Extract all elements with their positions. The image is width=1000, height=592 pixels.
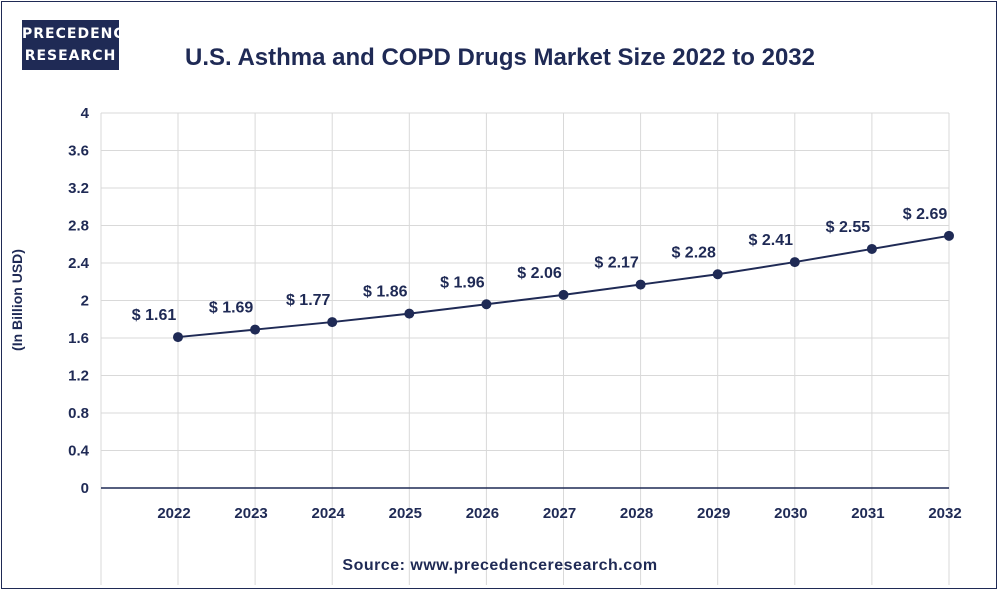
x-tick-label: 2029 — [697, 505, 730, 522]
data-point — [789, 257, 800, 268]
brand-logo: PRECEDENCE RESEARCH — [22, 20, 136, 70]
x-tick-label: 2027 — [543, 505, 576, 522]
y-tick-label: 2 — [81, 293, 89, 310]
x-tick-label: 2030 — [774, 505, 807, 522]
y-tick-label: 2.4 — [68, 255, 90, 272]
y-tick-label: 3.2 — [68, 180, 89, 197]
data-label: $ 1.77 — [286, 292, 331, 309]
data-label: $ 2.17 — [594, 255, 639, 272]
data-label: $ 2.69 — [903, 206, 948, 223]
y-tick-label: 0 — [81, 480, 89, 497]
y-tick-label: 0.4 — [68, 443, 90, 460]
data-label: $ 2.06 — [517, 265, 562, 282]
y-tick-label: 2.8 — [68, 218, 89, 235]
data-point — [250, 324, 261, 335]
x-tick-label: 2025 — [389, 505, 422, 522]
data-point — [558, 289, 569, 300]
source-note: Source: www.precedenceresearch.com — [342, 557, 658, 574]
brand-line-2: RESEARCH — [24, 48, 117, 64]
y-tick-label: 1.2 — [68, 368, 89, 385]
data-label: $ 1.69 — [209, 300, 254, 317]
x-tick-label: 2032 — [928, 505, 961, 522]
data-point — [635, 279, 646, 290]
x-tick-label: 2024 — [312, 505, 346, 522]
data-label: $ 2.55 — [826, 219, 871, 236]
brand-line-1: PRECEDENCE — [22, 26, 136, 42]
y-tick-label: 1.6 — [68, 330, 89, 347]
data-label: $ 1.61 — [132, 307, 177, 324]
x-tick-label: 2028 — [620, 505, 653, 522]
x-tick-label: 2026 — [466, 505, 499, 522]
data-label: $ 2.41 — [749, 232, 794, 249]
x-tick-label: 2023 — [234, 505, 267, 522]
data-point — [404, 308, 415, 319]
x-tick-label: 2031 — [851, 505, 884, 522]
y-tick-label: 4 — [81, 105, 90, 122]
y-tick-label: 0.8 — [68, 405, 89, 422]
chart-title: U.S. Asthma and COPD Drugs Market Size 2… — [185, 44, 815, 71]
data-point — [944, 230, 954, 241]
data-point — [481, 299, 492, 310]
data-point — [866, 243, 877, 254]
x-tick-label: 2022 — [157, 505, 190, 522]
data-label: $ 1.96 — [440, 274, 485, 291]
data-label: $ 2.28 — [671, 244, 716, 261]
data-point — [712, 269, 723, 280]
data-point — [173, 332, 183, 343]
data-point — [327, 317, 338, 328]
y-tick-label: 3.6 — [68, 143, 89, 160]
data-label: $ 1.86 — [363, 284, 408, 301]
